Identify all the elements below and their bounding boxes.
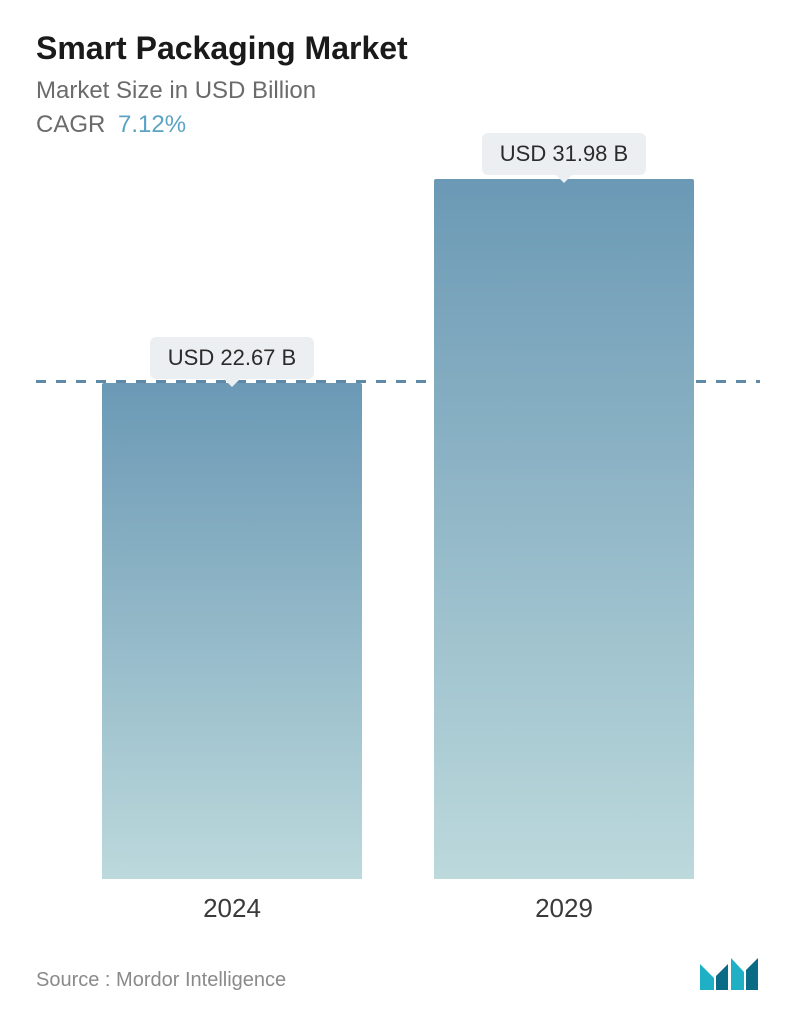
- chart-plot-area: USD 22.67 BUSD 31.98 B: [36, 179, 760, 879]
- source-attribution: Source : Mordor Intelligence: [36, 969, 286, 992]
- source-name: Mordor Intelligence: [116, 969, 286, 991]
- bar: [102, 383, 362, 879]
- cagr-value: 7.12%: [118, 111, 186, 138]
- bar-slot: USD 22.67 B: [82, 337, 382, 879]
- chart-container: Smart Packaging Market Market Size in US…: [0, 0, 796, 1034]
- cagr-label: CAGR: [36, 111, 105, 138]
- bar: [434, 179, 694, 879]
- chart-footer: Source : Mordor Intelligence: [36, 952, 760, 996]
- chart-subtitle: Market Size in USD Billion: [36, 77, 760, 105]
- chart-title: Smart Packaging Market: [36, 30, 760, 67]
- bar-slot: USD 31.98 B: [414, 133, 714, 879]
- value-badge: USD 31.98 B: [482, 133, 646, 175]
- x-axis-label: 2029: [414, 893, 714, 924]
- value-badge: USD 22.67 B: [150, 337, 314, 379]
- mordor-logo-icon: [698, 952, 760, 992]
- bars-group: USD 22.67 BUSD 31.98 B: [36, 179, 760, 879]
- x-axis-label: 2024: [82, 893, 382, 924]
- source-label: Source :: [36, 969, 110, 991]
- x-axis-labels: 2024 2029: [36, 879, 760, 924]
